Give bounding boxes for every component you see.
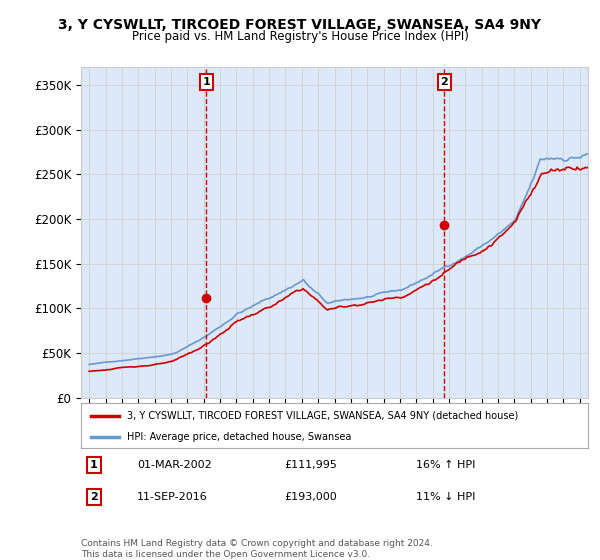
Text: HPI: Average price, detached house, Swansea: HPI: Average price, detached house, Swan… [127, 432, 351, 442]
Text: 2: 2 [90, 492, 98, 502]
Text: 11% ↓ HPI: 11% ↓ HPI [416, 492, 475, 502]
Text: £111,995: £111,995 [284, 460, 337, 470]
Text: 3, Y CYSWLLT, TIRCOED FOREST VILLAGE, SWANSEA, SA4 9NY (detached house): 3, Y CYSWLLT, TIRCOED FOREST VILLAGE, SW… [127, 410, 518, 421]
Text: Contains HM Land Registry data © Crown copyright and database right 2024.
This d: Contains HM Land Registry data © Crown c… [81, 539, 433, 559]
Text: 2: 2 [440, 77, 448, 87]
Text: 11-SEP-2016: 11-SEP-2016 [137, 492, 208, 502]
Text: Price paid vs. HM Land Registry's House Price Index (HPI): Price paid vs. HM Land Registry's House … [131, 30, 469, 43]
Text: 01-MAR-2002: 01-MAR-2002 [137, 460, 212, 470]
Text: £193,000: £193,000 [284, 492, 337, 502]
Text: 1: 1 [90, 460, 98, 470]
Text: 1: 1 [203, 77, 211, 87]
Text: 16% ↑ HPI: 16% ↑ HPI [416, 460, 475, 470]
Text: 3, Y CYSWLLT, TIRCOED FOREST VILLAGE, SWANSEA, SA4 9NY: 3, Y CYSWLLT, TIRCOED FOREST VILLAGE, SW… [59, 18, 542, 32]
